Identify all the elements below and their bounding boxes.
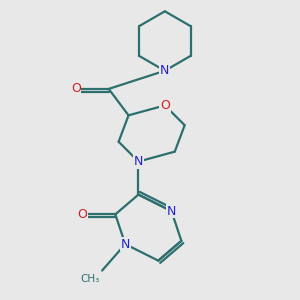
Text: O: O [160, 99, 170, 112]
Text: N: N [167, 205, 176, 218]
Text: CH₃: CH₃ [80, 274, 100, 284]
Text: N: N [134, 155, 143, 168]
Text: O: O [71, 82, 81, 95]
Text: N: N [121, 238, 130, 250]
Text: N: N [160, 64, 170, 77]
Text: O: O [77, 208, 87, 221]
